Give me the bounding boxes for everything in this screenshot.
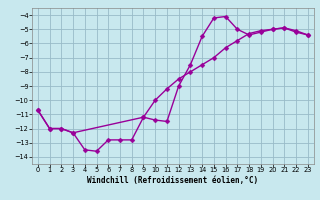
X-axis label: Windchill (Refroidissement éolien,°C): Windchill (Refroidissement éolien,°C) [87, 176, 258, 185]
